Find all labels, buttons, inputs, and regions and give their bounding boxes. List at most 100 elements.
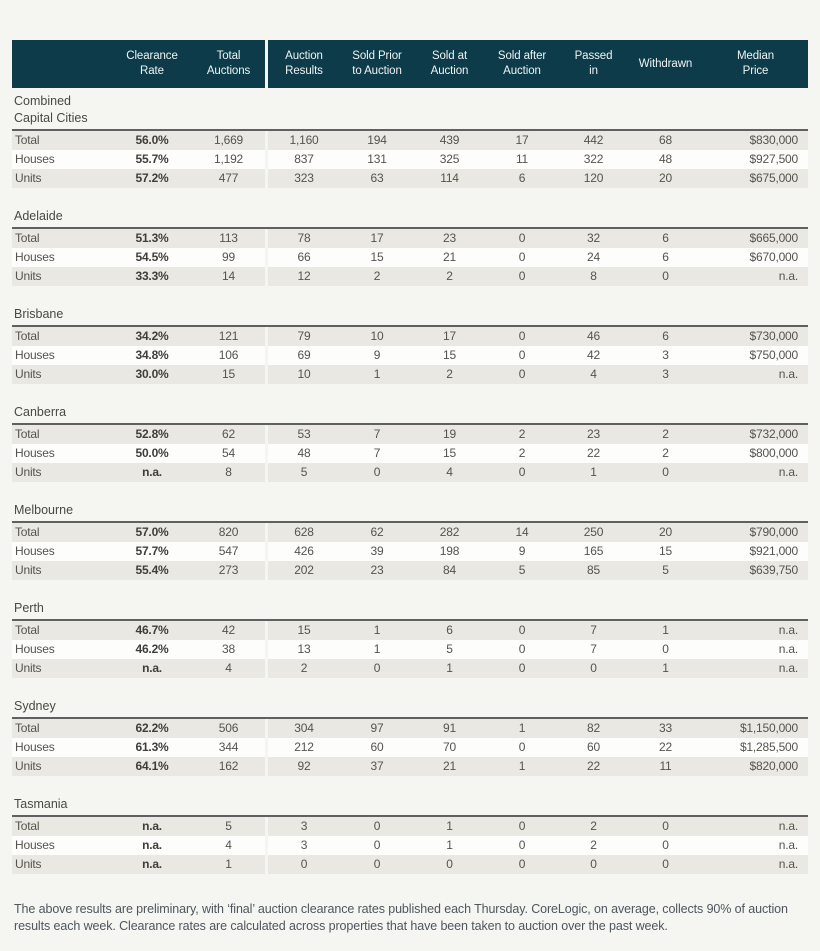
cell-clearance-rate: 57.7% <box>135 544 169 558</box>
cell-withdrawn: 3 <box>662 348 669 362</box>
section-combined-capital-cities: Combined Capital Cities Total 56.0% 1,669 1,1… <box>12 93 808 188</box>
cell-total-auctions: 113 <box>219 231 238 245</box>
cell-median-price: $730,000 <box>749 329 799 343</box>
cell-clearance-rate: 34.2% <box>135 329 169 343</box>
cell-clearance-rate: 56.0% <box>135 133 169 147</box>
cell-row-label: Total <box>15 525 40 539</box>
cell-sold-prior-to-auction: 97 <box>370 721 384 735</box>
cell-sold-prior-to-auction: 60 <box>370 740 384 754</box>
cell-sold-prior-to-auction: 7 <box>373 446 381 460</box>
cell-median-price: $670,000 <box>749 250 799 264</box>
cell-sold-prior-to-auction: 17 <box>370 231 384 245</box>
table-row: Houses 46.2% 38 13 1 5 0 7 0 n.a. <box>12 640 808 659</box>
cell-passed-in: 60 <box>587 740 600 754</box>
table-row: Houses 34.8% 106 69 9 15 0 42 3 $750,000 <box>12 346 808 365</box>
cell-sold-prior-to-auction: 37 <box>370 759 384 773</box>
cell-withdrawn: 15 <box>659 544 672 558</box>
cell-passed-in: 85 <box>587 563 600 577</box>
table-row: Houses 54.5% 99 66 15 21 0 24 6 $670,000 <box>12 248 808 267</box>
cell-median-price: $927,500 <box>749 152 799 166</box>
cell-median-price: n.a. <box>778 269 798 283</box>
column-header-row-label <box>12 40 112 88</box>
section-title: Melbourne <box>14 503 74 517</box>
cell-clearance-rate: 61.3% <box>135 740 169 754</box>
cell-sold-at-auction: 1 <box>446 819 453 833</box>
section-rows: Total 46.7% 42 15 1 6 0 7 1 n.a. Houses 46.2% 38 13 1 5… <box>12 619 808 678</box>
table-row: Units n.a. 1 0 0 0 0 0 0 n.a. <box>12 855 808 874</box>
cell-clearance-rate: 55.4% <box>135 563 169 577</box>
table-row: Total 52.8% 62 53 7 19 2 23 2 $732,000 <box>12 425 808 444</box>
cell-auction-results: 5 <box>265 463 340 482</box>
cell-sold-prior-to-auction: 0 <box>373 838 381 852</box>
cell-sold-after-auction: 2 <box>518 427 526 441</box>
cell-passed-in: 2 <box>590 838 597 852</box>
cell-clearance-rate: n.a. <box>142 465 162 479</box>
cell-total-auctions: 1,669 <box>213 133 244 147</box>
table-row: Total 46.7% 42 15 1 6 0 7 1 n.a. <box>12 621 808 640</box>
cell-sold-prior-to-auction: 1 <box>373 367 381 381</box>
cell-withdrawn: 6 <box>662 250 669 264</box>
cell-sold-prior-to-auction: 9 <box>373 348 381 362</box>
cell-sold-at-auction: 198 <box>439 544 460 558</box>
cell-sold-prior-to-auction: 131 <box>367 152 387 166</box>
cell-clearance-rate: 46.2% <box>135 642 169 656</box>
cell-median-price: $800,000 <box>749 446 799 460</box>
table-header: Clearance Rate Total Auctions Auction Results… <box>12 40 808 88</box>
cell-sold-at-auction: 23 <box>443 231 456 245</box>
cell-sold-after-auction: 0 <box>518 231 526 245</box>
cell-row-label: Total <box>15 721 40 735</box>
cell-passed-in: 322 <box>583 152 604 166</box>
cell-sold-at-auction: 439 <box>439 133 460 147</box>
cell-total-auctions: 1,192 <box>213 152 244 166</box>
cell-row-label: Units <box>15 661 42 675</box>
cell-sold-after-auction: 0 <box>518 642 526 656</box>
table-row: Total 57.0% 820 628 62 282 14 250 20 $790,000 <box>12 523 808 542</box>
cell-sold-at-auction: 114 <box>440 171 459 185</box>
cell-passed-in: 82 <box>587 721 600 735</box>
cell-row-label: Units <box>15 171 42 185</box>
cell-row-label: Total <box>15 133 40 147</box>
cell-row-label: Houses <box>15 446 55 460</box>
section-title: Tasmania <box>14 797 68 811</box>
cell-sold-after-auction: 0 <box>518 661 526 675</box>
cell-row-label: Units <box>15 857 42 871</box>
cell-row-label: Units <box>15 269 42 283</box>
cell-withdrawn: 0 <box>662 269 669 283</box>
section-title: Perth <box>14 601 44 615</box>
column-header-clearance-rate: Clearance Rate <box>126 50 178 77</box>
table-row: Units 55.4% 273 202 23 84 5 85 5 $639,750 <box>12 561 808 580</box>
column-header-auction-results: Auction Results <box>265 40 340 88</box>
cell-sold-prior-to-auction: 0 <box>373 465 381 479</box>
cell-median-price: n.a. <box>778 857 798 871</box>
table-row: Total 62.2% 506 304 97 91 1 82 33 $1,150,000 <box>12 719 808 738</box>
cell-row-label: Total <box>15 819 40 833</box>
section-rows: Total 56.0% 1,669 1,160 194 439 17 442 68 $830,00… <box>12 129 808 188</box>
cell-withdrawn: 5 <box>662 563 669 577</box>
cell-passed-in: 165 <box>583 544 604 558</box>
table-row: Total 51.3% 113 78 17 23 0 32 6 $665,000 <box>12 229 808 248</box>
cell-total-auctions: 15 <box>222 367 235 381</box>
cell-auction-results: 92 <box>265 757 340 776</box>
section-canberra: Canberra Total 52.8% 62 53 7 19 2 23 2 $732,000 Hou… <box>12 404 808 482</box>
cell-sold-at-auction: 70 <box>443 740 456 754</box>
cell-auction-results: 13 <box>265 640 340 659</box>
section-rows: Total n.a. 5 3 0 1 0 2 0 n.a. Houses n.a. 4 3 0 1 0 2 0 n.a… <box>12 815 808 874</box>
cell-sold-after-auction: 17 <box>515 133 529 147</box>
cell-total-auctions: 547 <box>218 544 239 558</box>
cell-median-price: $665,000 <box>749 231 799 245</box>
cell-sold-after-auction: 0 <box>518 348 526 362</box>
cell-median-price: n.a. <box>778 661 798 675</box>
cell-total-auctions: 273 <box>218 563 239 577</box>
table-body: Combined Capital Cities Total 56.0% 1,669 1,1… <box>12 93 808 874</box>
table-row: Units n.a. 4 2 0 1 0 0 1 n.a. <box>12 659 808 678</box>
cell-withdrawn: 1 <box>662 623 669 637</box>
cell-passed-in: 2 <box>590 819 597 833</box>
cell-auction-results: 66 <box>265 248 340 267</box>
cell-auction-results: 426 <box>265 542 340 561</box>
cell-auction-results: 10 <box>265 365 340 384</box>
cell-withdrawn: 1 <box>662 661 669 675</box>
column-header-sold-prior-to-auction: Sold Prior to Auction <box>352 50 402 77</box>
cell-passed-in: 42 <box>587 348 600 362</box>
cell-row-label: Houses <box>15 152 55 166</box>
